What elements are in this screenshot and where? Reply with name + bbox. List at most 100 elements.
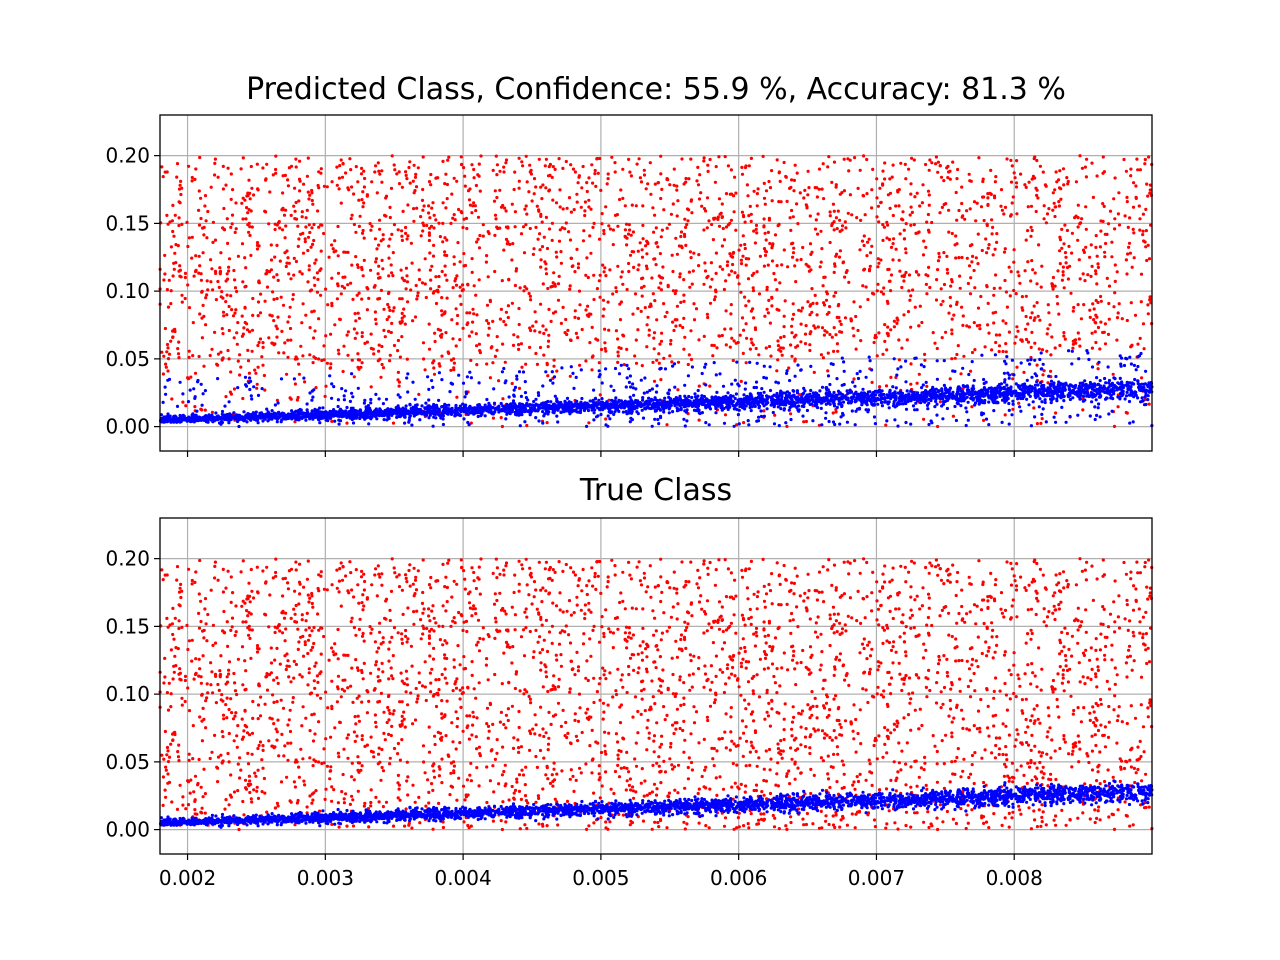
scatter-point-blue (1083, 379, 1087, 383)
scatter-point-blue (1018, 405, 1022, 409)
scatter-point-red (326, 303, 330, 307)
scatter-point-blue (369, 397, 373, 402)
scatter-point-red (352, 327, 356, 331)
scatter-point-blue (658, 367, 662, 371)
scatter-point-red (1058, 249, 1062, 253)
scatter-point-blue (609, 384, 613, 388)
scatter-point-red (330, 419, 334, 423)
scatter-point-red (885, 331, 889, 335)
scatter-point-blue (555, 414, 559, 418)
scatter-point-red (1096, 262, 1100, 266)
scatter-point-red (580, 186, 584, 190)
scatter-point-red (209, 258, 213, 262)
scatter-point-red (294, 217, 299, 221)
scatter-point-red (310, 310, 314, 314)
scatter-point-red (1082, 303, 1086, 307)
scatter-point-blue (682, 417, 686, 421)
scatter-point-red (467, 198, 472, 202)
scatter-point-red (1098, 347, 1102, 351)
scatter-point-red (865, 192, 869, 196)
scatter-point-blue (427, 387, 431, 391)
scatter-point-red (289, 277, 293, 281)
scatter-point-red (1091, 302, 1095, 306)
scatter-point-red (278, 226, 282, 230)
scatter-point-red (510, 381, 514, 386)
scatter-point-red (604, 417, 608, 421)
scatter-point-red (241, 396, 245, 401)
scatter-point-blue (690, 365, 695, 369)
scatter-point-blue (953, 369, 957, 373)
scatter-point-red (995, 240, 999, 244)
scatter-point-blue (1083, 398, 1087, 402)
scatter-point-blue (945, 406, 950, 411)
scatter-point-red (993, 247, 997, 251)
scatter-point-red (741, 234, 745, 238)
scatter-point-red (1061, 265, 1065, 269)
scatter-point-red (1042, 204, 1046, 208)
scatter-point-red (909, 382, 913, 386)
scatter-point-red (289, 338, 293, 342)
scatter-point-red (233, 311, 237, 315)
scatter-point-red (287, 261, 291, 265)
scatter-point-red (788, 186, 792, 190)
scatter-point-red (1013, 176, 1017, 180)
scatter-point-red (1034, 186, 1038, 190)
scatter-point-red (286, 320, 290, 324)
scatter-point-blue (819, 401, 823, 405)
scatter-point-red (866, 297, 870, 302)
scatter-point-blue (405, 376, 409, 380)
scatter-point-red (1139, 272, 1144, 276)
scatter-point-red (1071, 342, 1075, 346)
scatter-point-blue (984, 417, 989, 421)
scatter-point-red (261, 341, 265, 345)
scatter-point-blue (463, 395, 467, 399)
scatter-point-red (191, 354, 195, 358)
scatter-point-red (563, 227, 567, 231)
scatter-point-red (604, 274, 608, 278)
scatter-point-red (396, 370, 400, 374)
scatter-point-red (177, 223, 181, 228)
scatter-point-blue (437, 398, 441, 402)
scatter-point-red (744, 304, 748, 308)
scatter-point-red (1045, 212, 1050, 216)
scatter-point-red (415, 297, 419, 301)
scatter-point-red (728, 252, 732, 256)
scatter-point-red (955, 177, 959, 181)
scatter-point-red (1015, 365, 1019, 369)
scatter-point-red (660, 331, 664, 335)
scatter-point-red (535, 362, 540, 366)
scatter-point-red (411, 319, 415, 323)
scatter-point-blue (367, 422, 371, 426)
scatter-point-red (902, 237, 907, 241)
scatter-point-red (283, 236, 287, 240)
scatter-point-blue (502, 366, 506, 371)
scatter-point-red (599, 347, 604, 352)
scatter-point-blue (1093, 405, 1097, 409)
scatter-point-red (1071, 309, 1075, 313)
scatter-point-red (493, 189, 497, 193)
scatter-point-red (753, 241, 758, 245)
scatter-point-red (654, 263, 658, 267)
scatter-point-red (432, 359, 436, 363)
scatter-point-red (679, 234, 683, 239)
scatter-point-red (428, 251, 432, 255)
scatter-point-blue (1005, 383, 1009, 387)
scatter-point-red (807, 265, 811, 269)
scatter-point-red (568, 287, 572, 291)
scatter-point-blue (1146, 398, 1150, 402)
scatter-point-red (607, 328, 611, 332)
scatter-point-red (1004, 342, 1008, 346)
scatter-point-blue (828, 382, 832, 387)
scatter-point-red (427, 238, 431, 243)
scatter-point-red (1089, 243, 1093, 247)
scatter-point-red (953, 243, 957, 247)
scatter-point-red (939, 303, 943, 307)
scatter-point-red (557, 157, 561, 161)
scatter-point-red (493, 233, 497, 237)
scatter-point-red (265, 285, 270, 289)
scatter-point-red (755, 204, 759, 208)
scatter-point-red (679, 244, 684, 248)
scatter-point-red (949, 284, 953, 288)
scatter-point-red (875, 196, 879, 200)
